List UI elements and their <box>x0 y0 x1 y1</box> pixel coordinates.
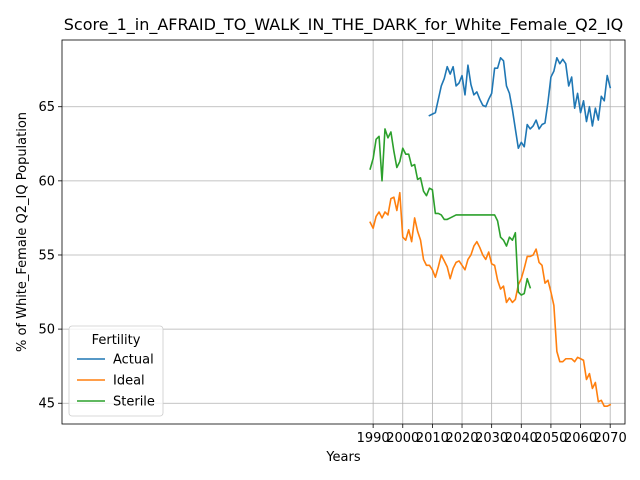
legend-label-ideal: Ideal <box>113 374 145 389</box>
y-tick-label: 65 <box>38 100 55 115</box>
y-axis-label: % of White_Female Q2_IQ Population <box>15 112 30 352</box>
chart-title: Score_1_in_AFRAID_TO_WALK_IN_THE_DARK_fo… <box>64 15 624 35</box>
x-tick-label: 1990 <box>357 431 390 446</box>
y-tick-label: 50 <box>38 323 55 338</box>
legend-items: Actual Ideal Sterile <box>77 353 155 410</box>
x-tick-label: 2010 <box>416 431 449 446</box>
legend-label-actual: Actual <box>113 353 154 368</box>
x-tick-label: 2060 <box>564 431 597 446</box>
series-line-sterile <box>369 128 532 296</box>
x-tick-label: 2050 <box>534 431 567 446</box>
x-tick-label: 2030 <box>475 431 508 446</box>
y-tick-label: 45 <box>38 397 55 412</box>
x-tick-label: 2020 <box>445 431 478 446</box>
plot-area-frame <box>61 39 626 425</box>
x-tick-label: 2070 <box>594 431 627 446</box>
legend-label-sterile: Sterile <box>113 395 155 410</box>
legend-title: Fertility <box>92 333 141 348</box>
x-tick-label: 2000 <box>386 431 419 446</box>
series-line-actual <box>428 56 612 150</box>
legend-box <box>68 325 164 417</box>
y-tick-label: 60 <box>38 174 55 189</box>
y-tick-label: 55 <box>38 248 55 263</box>
series-line-ideal <box>369 191 612 408</box>
legend: Fertility Actual Ideal Sterile <box>68 325 164 417</box>
gridlines <box>62 40 625 424</box>
x-tick-label: 2040 <box>505 431 538 446</box>
x-axis-label: Years <box>325 450 361 465</box>
series-lines <box>369 56 612 408</box>
